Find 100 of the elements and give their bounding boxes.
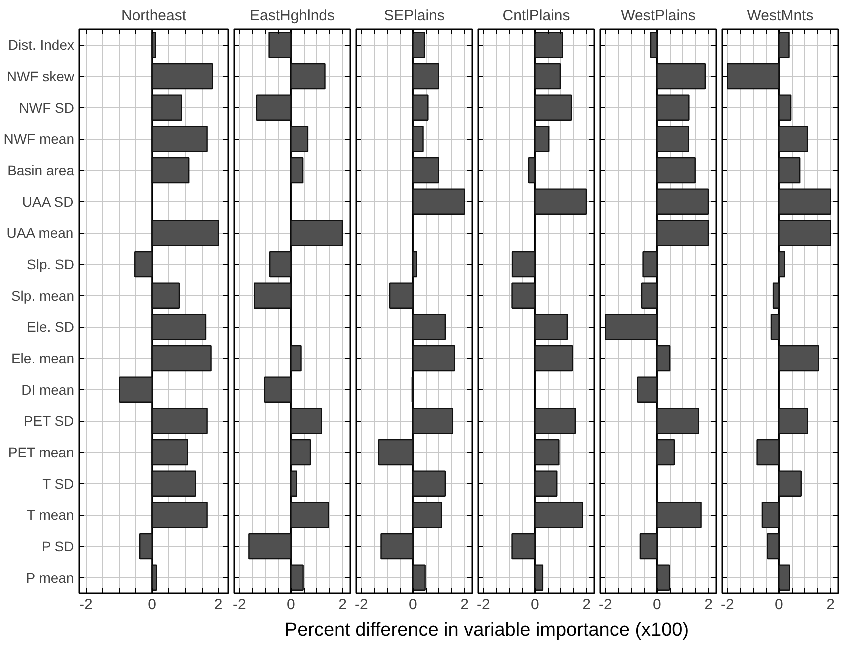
bar — [528, 157, 536, 184]
bar — [152, 63, 214, 90]
y-tick-label: UAA SD — [22, 194, 74, 210]
bar — [290, 63, 326, 90]
bar — [412, 188, 466, 215]
x-tick-label: 0 — [287, 596, 296, 614]
x-tick-label: 2 — [582, 596, 591, 614]
y-tick-label: NWF mean — [4, 131, 75, 148]
bar — [152, 502, 208, 528]
bar — [512, 282, 536, 309]
x-tick-label: -2 — [79, 596, 93, 614]
bar — [290, 564, 304, 591]
bar — [650, 32, 658, 58]
bar — [412, 126, 424, 152]
y-tick-label: Ele. mean — [11, 350, 75, 366]
bar — [778, 564, 790, 591]
y-tick-label: Slp. mean — [11, 288, 75, 304]
bar — [534, 126, 550, 152]
bar — [778, 345, 820, 372]
y-tick-label: P SD — [42, 538, 74, 554]
bar — [380, 533, 414, 560]
bar — [637, 376, 658, 403]
y-tick-label: P mean — [26, 570, 74, 586]
bar — [534, 32, 564, 58]
bar — [412, 502, 442, 528]
bar — [152, 282, 180, 309]
bar — [534, 564, 544, 591]
bar — [778, 220, 832, 246]
x-tick-label: 2 — [826, 596, 835, 614]
bar — [269, 251, 292, 278]
bar — [139, 533, 153, 560]
bar — [152, 220, 220, 246]
x-tick-label: -2 — [598, 596, 612, 614]
bar — [778, 188, 832, 215]
bar — [534, 314, 568, 340]
y-tick-label: Ele. SD — [27, 319, 75, 336]
bar — [534, 502, 584, 528]
bar — [778, 32, 790, 58]
y-tick-label: NWF skew — [6, 68, 76, 84]
bar — [772, 282, 780, 309]
x-tick-label: 0 — [148, 596, 157, 614]
bar — [512, 251, 536, 278]
x-tick-label: 2 — [460, 596, 469, 614]
chart-title: CntlPlains — [502, 8, 570, 24]
bar — [152, 157, 190, 184]
bar — [656, 220, 710, 246]
bar — [152, 564, 158, 591]
bar — [290, 470, 298, 497]
bar — [152, 408, 208, 434]
bar — [778, 94, 792, 121]
bar — [656, 157, 696, 184]
bar — [152, 126, 208, 152]
bar — [152, 314, 207, 340]
bar — [778, 408, 808, 434]
bar — [534, 63, 562, 90]
bar — [412, 564, 426, 591]
bar — [290, 502, 330, 528]
bar — [778, 470, 802, 497]
bar — [412, 408, 454, 434]
y-tick-label: T mean — [27, 507, 74, 524]
bar — [290, 345, 302, 372]
bar — [152, 32, 156, 58]
bar — [152, 345, 212, 372]
y-tick-label: PET SD — [24, 413, 74, 430]
x-tick-label: 0 — [653, 596, 662, 614]
chart-title: WestPlains — [621, 8, 696, 24]
bar — [290, 126, 309, 152]
bar — [256, 94, 292, 121]
x-tick-label: -2 — [232, 596, 246, 614]
bar — [134, 251, 153, 278]
y-tick-label: Slp. SD — [27, 256, 75, 272]
x-tick-label: 2 — [214, 596, 223, 614]
bar — [656, 345, 671, 372]
bar — [534, 345, 574, 372]
bar — [534, 408, 576, 434]
bar — [656, 63, 706, 90]
bar — [534, 439, 560, 466]
x-axis-title: Percent difference in variable importance (x100) — [284, 619, 690, 643]
bar — [412, 157, 440, 184]
x-tick-label: -2 — [354, 596, 368, 614]
bar — [656, 188, 710, 215]
bar — [412, 314, 446, 340]
bar — [642, 251, 658, 278]
y-tick-label: DI mean — [22, 382, 75, 398]
bar — [412, 470, 446, 497]
chart-title: WestMnts — [747, 8, 814, 24]
bar — [762, 502, 780, 528]
bar — [656, 439, 676, 466]
chart-title: SEPlains — [384, 8, 445, 24]
bar — [152, 470, 196, 497]
bar — [152, 94, 182, 121]
y-tick-label: Basin area — [8, 162, 75, 178]
chart-title: Northeast — [121, 8, 188, 24]
x-tick-label: 2 — [704, 596, 713, 614]
bar — [290, 408, 322, 434]
bar — [534, 188, 588, 215]
bar — [389, 282, 414, 309]
bar — [412, 94, 429, 121]
y-tick-label: PET mean — [8, 444, 74, 460]
bar — [656, 126, 690, 152]
